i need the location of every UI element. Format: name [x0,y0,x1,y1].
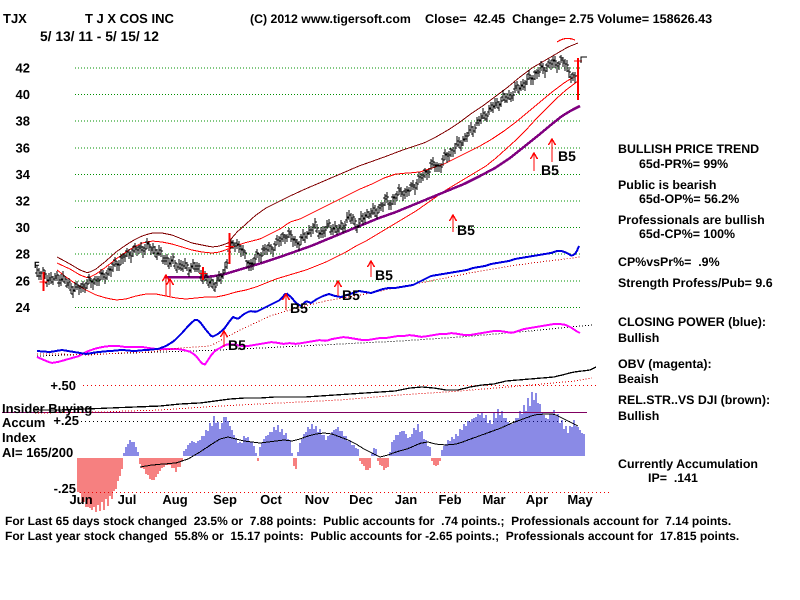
svg-text:Strength Profess/Pub= 9.6: Strength Profess/Pub= 9.6 [618,276,773,290]
svg-text:Accum: Accum [2,415,45,430]
svg-text:42: 42 [16,61,30,76]
svg-text:Mar: Mar [482,492,505,507]
svg-text:B5: B5 [558,148,576,164]
svg-text:30: 30 [16,220,30,235]
svg-text:Bullish: Bullish [618,331,659,345]
svg-text:Oct: Oct [260,492,282,507]
svg-text:Bullish: Bullish [618,409,659,423]
svg-text:B5: B5 [457,222,475,238]
svg-text:AI= 165/200: AI= 165/200 [2,445,73,460]
svg-text:CP%vsPr%= .9%: CP%vsPr%= .9% [618,255,720,269]
svg-text:Index: Index [2,430,37,445]
svg-text:B5: B5 [342,287,360,303]
svg-text:B5: B5 [375,267,393,283]
svg-text:Professionals are bullish: Professionals are bullish [618,213,765,227]
svg-text:34: 34 [16,167,31,182]
svg-text:TJX: TJX [3,11,27,26]
svg-text:B5: B5 [541,162,559,178]
svg-text:Jun: Jun [69,492,92,507]
svg-text:Feb: Feb [438,492,461,507]
svg-text:CLOSING POWER (blue):: CLOSING POWER (blue): [618,315,766,329]
svg-text:Currently Accumulation: Currently Accumulation [618,457,758,471]
svg-text:Nov: Nov [305,492,330,507]
svg-text:BULLISH PRICE TREND: BULLISH PRICE TREND [618,142,759,156]
svg-text:B5: B5 [228,337,246,353]
svg-text:28: 28 [16,247,30,262]
svg-text:24: 24 [16,300,31,315]
svg-text:F: F [34,260,40,270]
svg-text:Sep: Sep [213,492,237,507]
svg-text:Aug: Aug [162,492,187,507]
svg-text:65d-CP%= 100%: 65d-CP%= 100% [639,227,735,241]
svg-text:65d-OP%= 56.2%: 65d-OP%= 56.2% [639,192,739,206]
svg-text:Jul: Jul [118,492,137,507]
svg-text:Beaish: Beaish [618,372,659,386]
svg-text:For Last 65 days stock changed: For Last 65 days stock changed 23.5% or … [5,514,731,528]
svg-text:REL.STR..VS DJI (brown):: REL.STR..VS DJI (brown): [618,393,770,407]
svg-text:65d-PR%= 99%: 65d-PR%= 99% [639,157,728,171]
svg-text:For Last year stock changed 5: For Last year stock changed 55.8% or 15.… [5,529,739,543]
svg-text:Public is bearish: Public is bearish [618,178,716,192]
svg-text:Jan: Jan [395,492,417,507]
svg-text:T J X COS INC: T J X COS INC [85,11,174,26]
svg-text:-.25: -.25 [54,481,76,496]
svg-text:Apr: Apr [526,492,548,507]
svg-text:Insider Buying: Insider Buying [2,401,92,416]
svg-text:40: 40 [16,87,30,102]
svg-text:36: 36 [16,140,30,155]
svg-text:OBV (magenta):: OBV (magenta): [618,357,712,371]
svg-text:+.50: +.50 [50,378,76,393]
svg-text:May: May [567,492,593,507]
svg-text:Close= 42.45 Change= 2.75 Vo: Close= 42.45 Change= 2.75 Volume= 158626… [425,12,712,26]
svg-text:Dec: Dec [349,492,373,507]
svg-text:B5: B5 [290,300,308,316]
svg-text:5/ 13/ 11 - 5/ 15/ 12: 5/ 13/ 11 - 5/ 15/ 12 [40,29,159,44]
svg-text:(C) 2012 www.tigersoft.com: (C) 2012 www.tigersoft.com [250,12,411,26]
svg-text:26: 26 [16,273,30,288]
svg-text:+.25: +.25 [53,413,79,428]
svg-text:38: 38 [16,114,30,129]
svg-text:32: 32 [16,194,30,209]
svg-text:IP= .141: IP= .141 [648,471,698,485]
